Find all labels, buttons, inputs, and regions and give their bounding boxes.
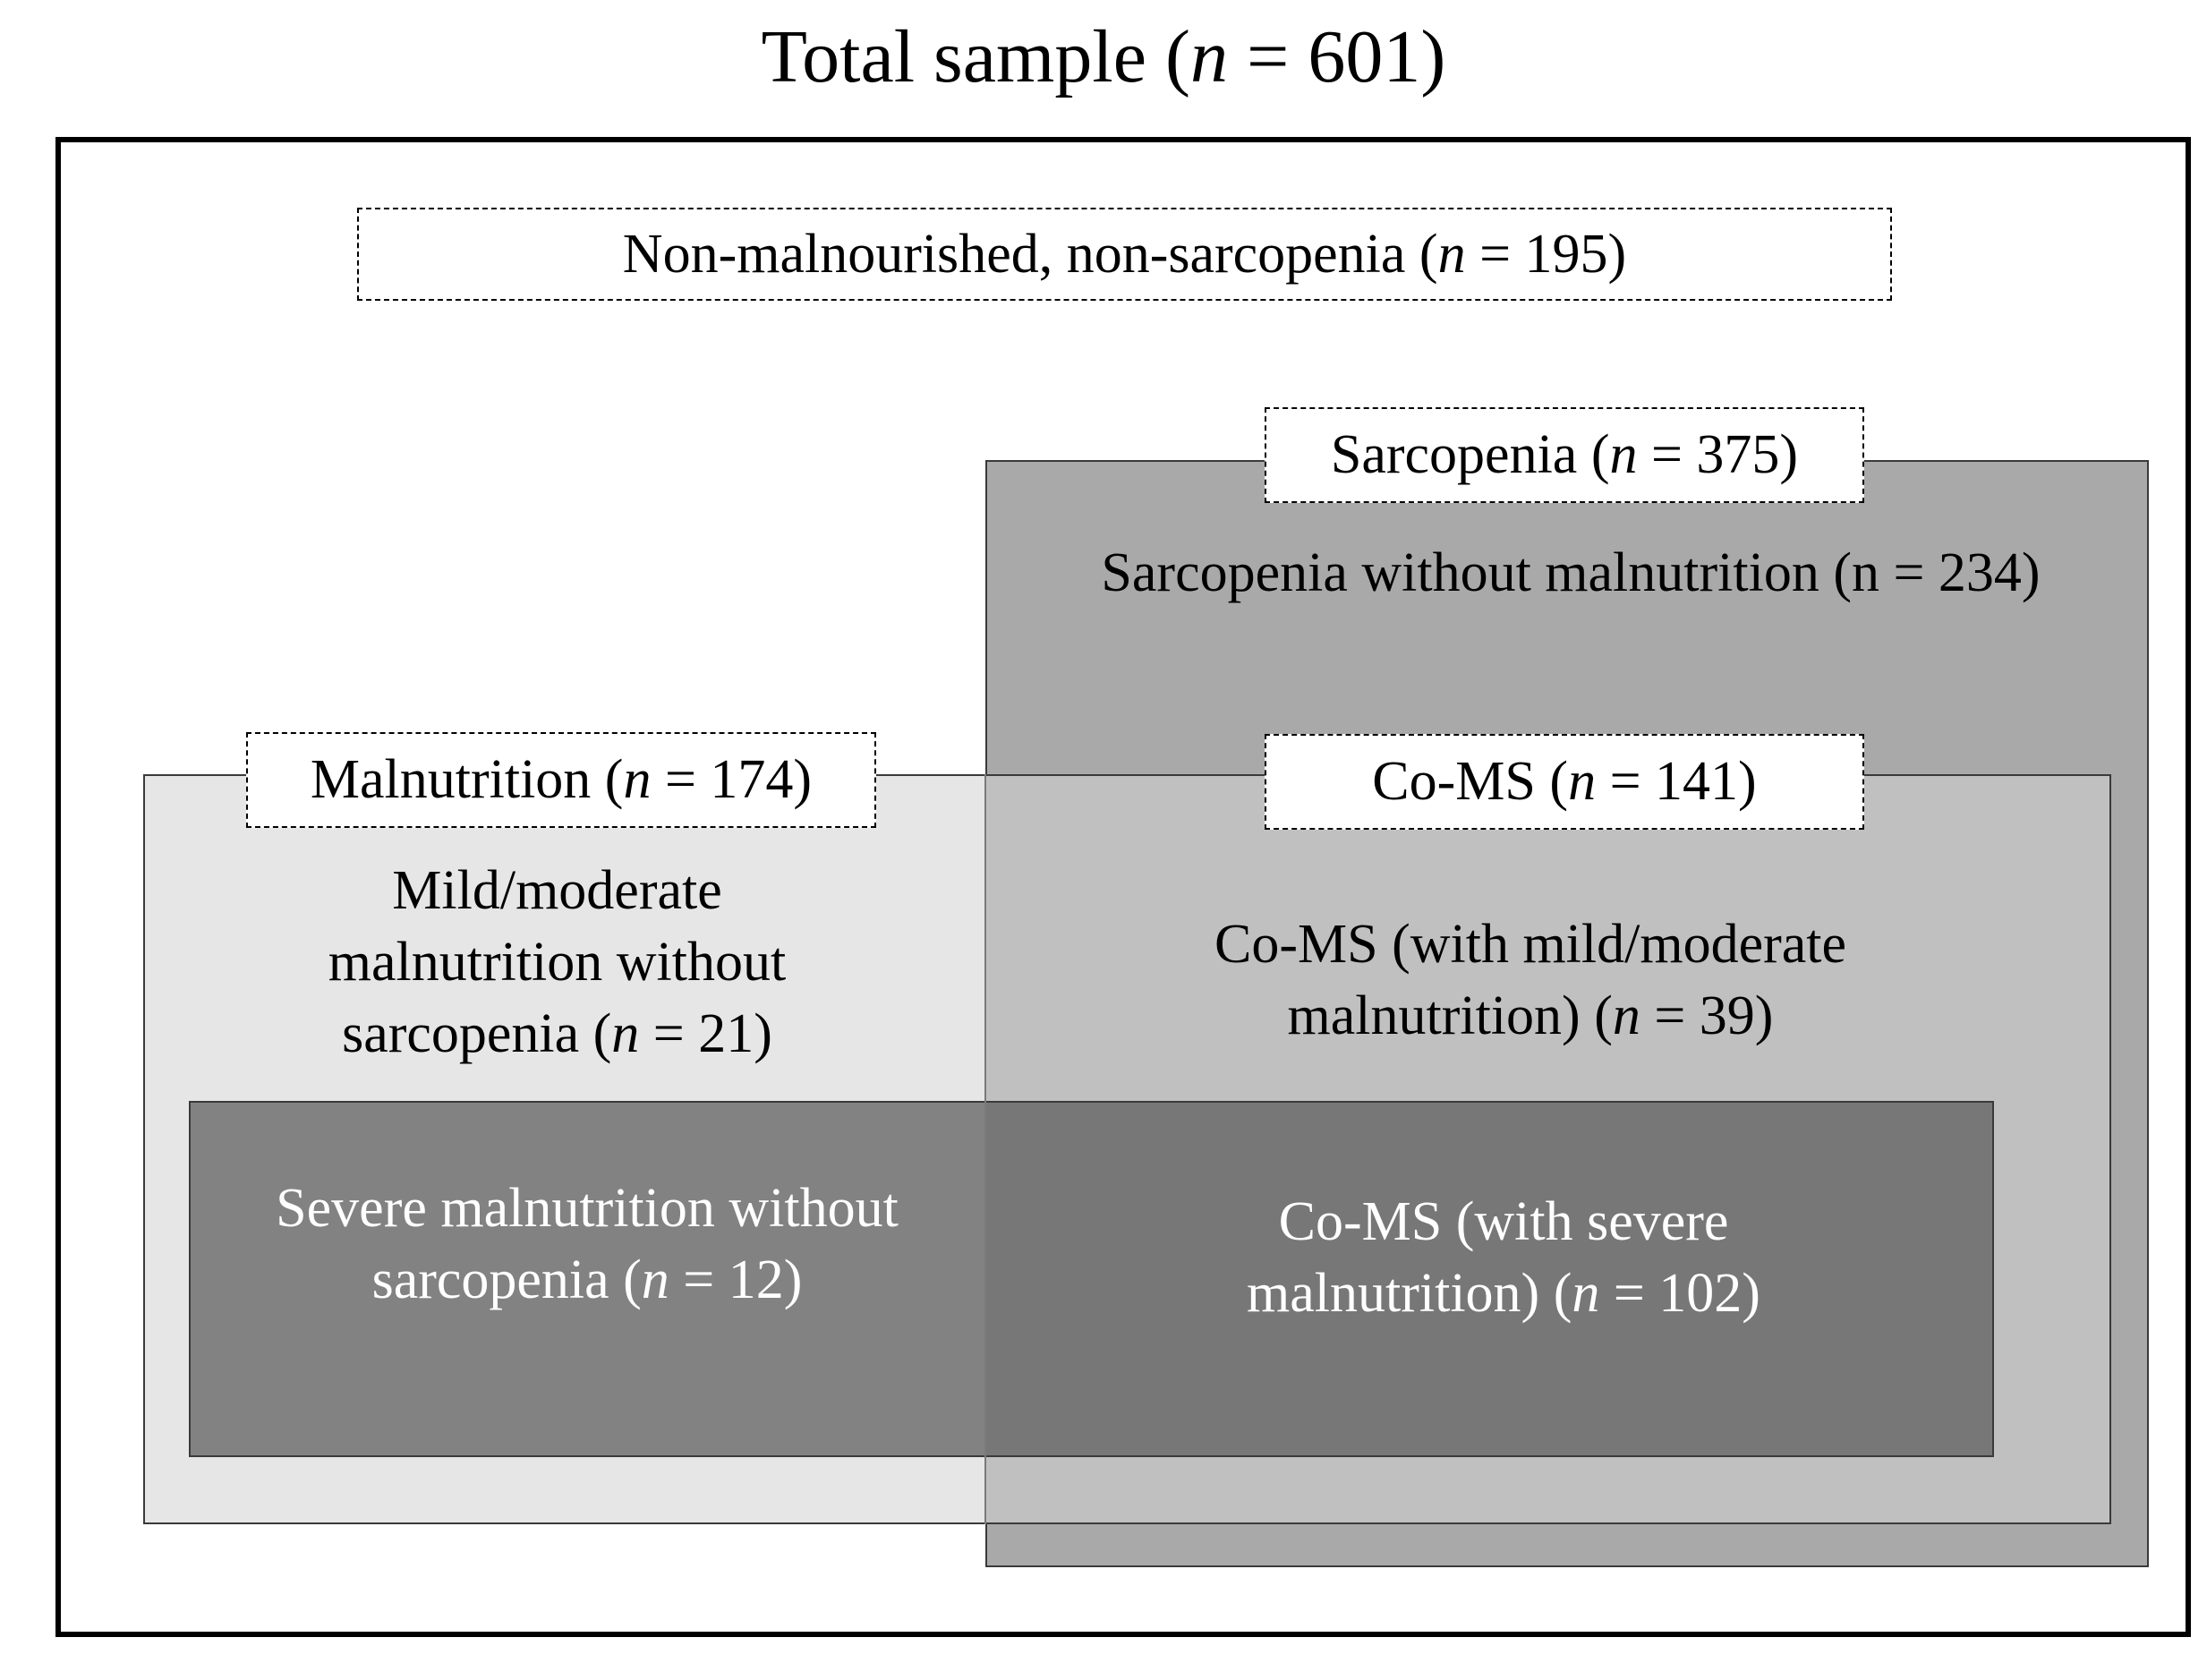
co-ms-mild-line-2-suffix: = 39) <box>1640 985 1774 1046</box>
malnutrition-tag-prefix: Malnutrition ( <box>310 749 624 810</box>
sarcopenia-without-malnutrition-text: Sarcopenia without malnutrition (n = 234… <box>1101 542 2041 603</box>
diagram-title: Total sample (n = 601) <box>0 7 2207 106</box>
co-ms-severe-label: Co-MS (with severe malnutrition) (n = 10… <box>1101 1181 1906 1334</box>
malnutrition-tag-n: n <box>623 749 652 810</box>
severe-line-2-prefix: sarcopenia ( <box>371 1249 642 1310</box>
sarcopenia-tag-n: n <box>1609 424 1638 485</box>
malnutrition-tag: Malnutrition (n = 174) <box>246 732 876 828</box>
severe-line-2-n: n <box>641 1249 669 1310</box>
co-ms-mild-label: Co-MS (with mild/moderate malnutrition) … <box>1056 904 2005 1056</box>
title-prefix: Total sample ( <box>761 14 1190 98</box>
mild-line-3-suffix: = 21) <box>639 1003 772 1064</box>
severe-co-ms-region <box>985 1101 1994 1457</box>
severe-malnutrition-region <box>189 1101 985 1457</box>
co-ms-severe-line-2-n: n <box>1572 1263 1600 1324</box>
co-ms-tag: Co-MS (n = 141) <box>1265 734 1864 830</box>
mild-line-1: Mild/moderate <box>392 860 722 921</box>
co-ms-mild-line-2-n: n <box>1612 985 1640 1046</box>
severe-line-1: Severe malnutrition without <box>276 1178 899 1239</box>
co-ms-tag-n: n <box>1568 751 1597 812</box>
co-ms-tag-suffix: = 141) <box>1596 751 1757 812</box>
non-malnourished-suffix: = 195) <box>1465 223 1627 285</box>
sarcopenia-tag-prefix: Sarcopenia ( <box>1330 424 1610 485</box>
co-ms-severe-line-2-suffix: = 102) <box>1599 1263 1760 1324</box>
sarcopenia-tag-suffix: = 375) <box>1637 424 1799 485</box>
non-malnourished-n: n <box>1437 223 1466 285</box>
co-ms-mild-line-2-prefix: malnutrition) ( <box>1287 985 1613 1046</box>
non-malnourished-box: Non-malnourished, non-sarcopenia (n = 19… <box>357 208 1892 301</box>
co-ms-tag-prefix: Co-MS ( <box>1372 751 1569 812</box>
severe-malnutrition-without-sarcopenia-label: Severe malnutrition without sarcopenia (… <box>189 1168 985 1320</box>
severe-line-2-suffix: = 12) <box>669 1249 803 1310</box>
co-ms-severe-line-2-prefix: malnutrition) ( <box>1247 1263 1572 1324</box>
malnutrition-tag-suffix: = 174) <box>651 749 813 810</box>
mild-malnutrition-without-sarcopenia-label: Mild/moderate malnutrition without sarco… <box>179 855 935 1070</box>
sarcopenia-tag: Sarcopenia (n = 375) <box>1265 407 1864 503</box>
mild-line-3-prefix: sarcopenia ( <box>342 1003 612 1064</box>
co-ms-mild-line-1: Co-MS (with mild/moderate <box>1214 914 1847 975</box>
region-divider <box>984 774 986 1524</box>
title-suffix: = 601) <box>1227 14 1446 98</box>
mild-line-2: malnutrition without <box>328 932 787 993</box>
sarcopenia-without-malnutrition-label: Sarcopenia without malnutrition (n = 234… <box>993 528 2148 618</box>
title-n: n <box>1189 14 1228 98</box>
non-malnourished-prefix: Non-malnourished, non-sarcopenia ( <box>622 223 1438 285</box>
co-ms-severe-line-1: Co-MS (with severe <box>1278 1191 1729 1252</box>
mild-line-3-n: n <box>611 1003 640 1064</box>
